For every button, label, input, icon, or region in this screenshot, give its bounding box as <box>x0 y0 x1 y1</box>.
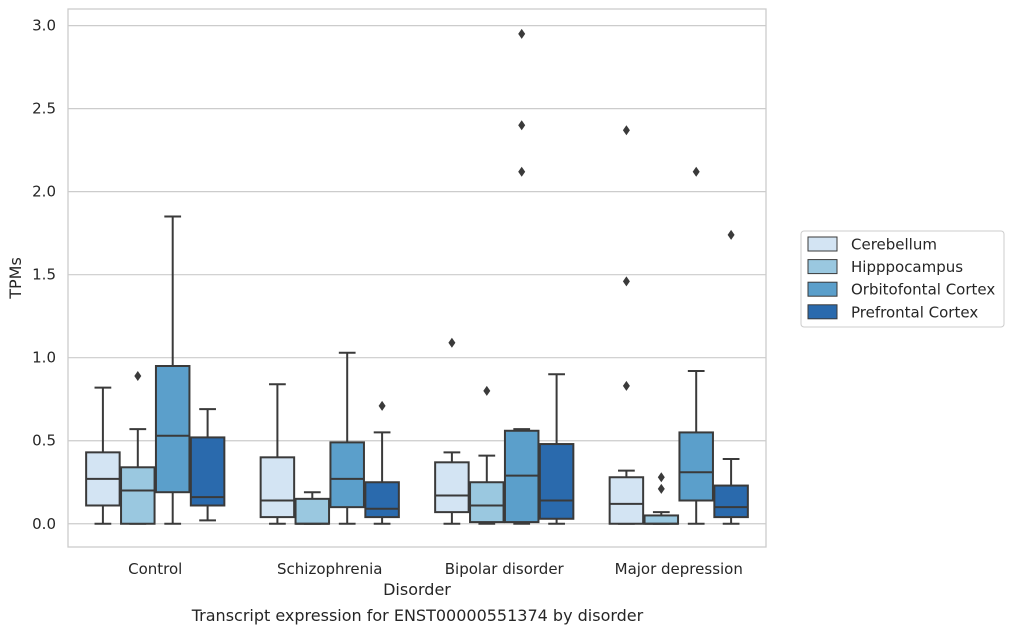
box-body <box>189 436 226 507</box>
box-body <box>608 476 645 525</box>
y-tick-label: 1.5 <box>32 266 56 284</box>
box-0-3 <box>189 408 226 522</box>
y-tick-label: 2.5 <box>32 100 56 118</box>
outlier-point <box>518 28 526 39</box>
chart-caption: Transcript expression for ENST0000055137… <box>191 606 644 625</box>
box-3-0 <box>608 125 645 525</box>
y-axis-label: TPMs <box>6 257 25 300</box>
y-tick-label: 3.0 <box>32 17 56 35</box>
outlier-point <box>518 166 526 177</box>
box-0-0 <box>85 386 121 525</box>
y-tick-label: 0.5 <box>32 432 56 450</box>
box-body <box>678 431 714 502</box>
legend-swatch <box>807 281 838 297</box>
box-3-1 <box>643 472 680 525</box>
box-0-2 <box>154 215 191 525</box>
x-tick-label: Major depression <box>615 560 743 578</box>
box-body <box>538 443 575 520</box>
box-body <box>154 365 191 494</box>
box-body <box>434 461 470 514</box>
legend-frame <box>800 230 1005 328</box>
outlier-point <box>622 276 630 287</box>
x-axis-label: Disorder <box>383 580 451 599</box>
y-axis-ticks: 0.0 0.5 1.0 1.5 2.0 2.5 3.0 <box>32 17 56 533</box>
outlier-point <box>134 370 142 381</box>
outlier-point <box>657 483 665 494</box>
box-body <box>329 441 365 509</box>
box-body <box>259 456 296 519</box>
box-body <box>713 484 749 519</box>
outlier-point <box>692 166 700 177</box>
outlier-point <box>657 472 665 483</box>
x-axis-ticks: Control Schizophrenia Bipolar disorder Majo… <box>128 560 743 578</box>
box-1-2 <box>329 351 365 525</box>
box-1-0 <box>259 383 296 525</box>
legend: Cerebellum Hipppocampus Orbitofontal Corte… <box>800 230 1005 328</box>
legend-label: Cerebellum <box>851 236 937 254</box>
box-2-1 <box>469 385 505 525</box>
x-tick-label: Control <box>128 560 182 578</box>
box-1-3 <box>364 400 400 525</box>
legend-label: Hipppocampus <box>851 258 963 276</box>
box-1-1 <box>294 491 331 525</box>
x-tick-label: Bipolar disorder <box>445 560 565 578</box>
box-3-3 <box>713 229 749 525</box>
legend-swatch <box>807 304 838 320</box>
outlier-point <box>518 120 526 131</box>
box-body <box>643 514 680 525</box>
x-tick-label: Schizophrenia <box>277 560 382 578</box>
box-body <box>294 497 331 525</box>
outlier-point <box>483 385 491 396</box>
box-0-1 <box>120 370 156 525</box>
box-2-0 <box>434 337 470 525</box>
outlier-point <box>727 229 735 240</box>
box-series <box>85 28 749 525</box>
legend-label: Prefrontal Cortex <box>851 303 978 321</box>
box-body <box>469 481 505 524</box>
outlier-point <box>622 125 630 136</box>
box-body <box>364 481 400 519</box>
outlier-point <box>448 337 456 348</box>
y-tick-label: 2.0 <box>32 183 56 201</box>
box-3-2 <box>678 166 714 525</box>
outlier-point <box>378 400 386 411</box>
y-tick-label: 1.0 <box>32 349 56 367</box>
legend-swatch <box>807 236 838 252</box>
box-plot-chart: 0.0 0.5 1.0 1.5 2.0 2.5 3.0 Control Schizophren… <box>6 8 1005 599</box>
legend-label: Orbitofontal Cortex <box>851 281 995 299</box>
box-2-2 <box>503 28 540 525</box>
plot-area-frame <box>67 8 767 548</box>
outlier-point <box>622 380 630 391</box>
legend-swatch <box>807 259 838 275</box>
box-body <box>120 466 156 525</box>
box-2-3 <box>538 373 575 525</box>
y-tick-label: 0.0 <box>32 515 56 533</box>
